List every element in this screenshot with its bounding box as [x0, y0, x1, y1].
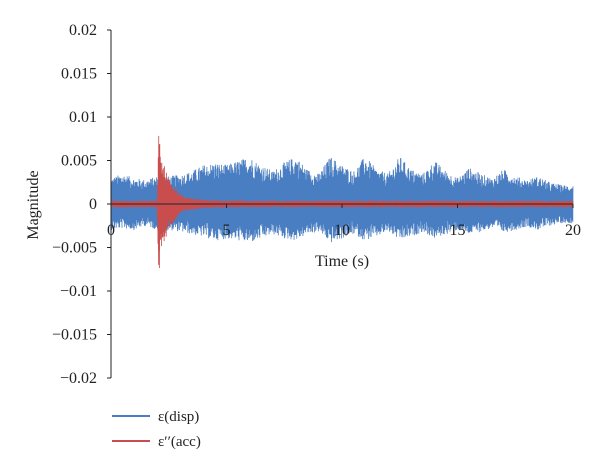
- y-tick-label: 0.005: [61, 153, 97, 170]
- y-tick-label: −0.005: [52, 240, 97, 257]
- y-tick-label: 0.01: [69, 109, 97, 126]
- x-axis-title: Time (s): [315, 253, 369, 270]
- x-tick-label: 0: [107, 222, 115, 239]
- legend: ε(disp) ε′′(acc): [112, 409, 201, 450]
- x-tick-label: 20: [565, 222, 581, 239]
- y-tick-label: −0.015: [52, 327, 97, 344]
- series-line-disp: [110, 157, 574, 243]
- x-tick-label: 5: [223, 222, 231, 239]
- y-tick-label: 0.02: [69, 22, 97, 39]
- y-tick-label: −0.01: [60, 283, 97, 300]
- series-line-acc: [110, 135, 574, 268]
- y-tick-label: 0: [89, 196, 97, 213]
- x-ticks: 0 5 10 15 20: [107, 204, 581, 239]
- plot-series: [110, 135, 574, 268]
- legend-label-disp: ε(disp): [158, 409, 199, 425]
- y-tick-label: 0.015: [61, 66, 97, 83]
- x-tick-label: 10: [334, 222, 350, 239]
- x-tick-label: 15: [450, 222, 466, 239]
- legend-label-acc: ε′′(acc): [158, 434, 201, 450]
- y-axis-title: Magnitude: [25, 170, 42, 239]
- y-tick-label: −0.02: [60, 370, 97, 387]
- y-ticks: 0.02 0.015 0.01 0.005 0 −0.005 −0.01 −0.015 −0.0…: [52, 22, 111, 387]
